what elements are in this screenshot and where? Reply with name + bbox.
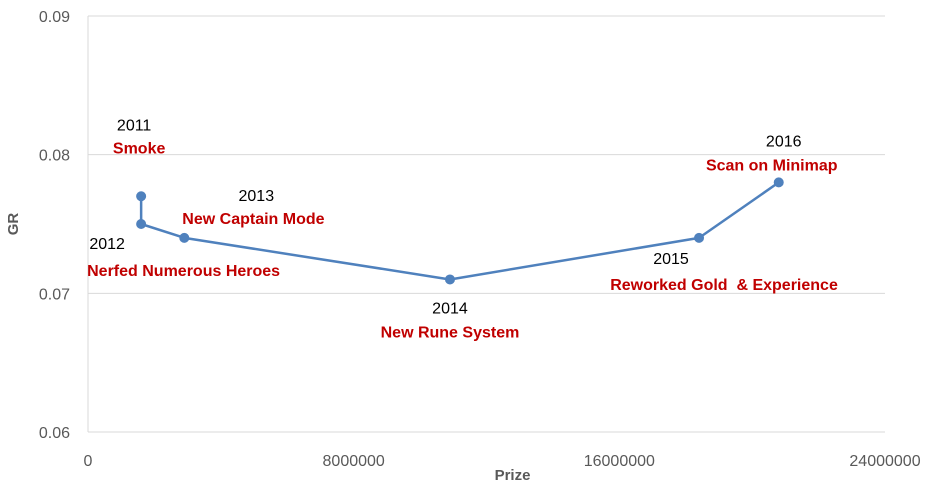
tick-labels: 0.06 0.07 0.08 0.09 0 8000000 16000000 24000000 xyxy=(39,9,921,470)
annotation-event: New Captain Mode xyxy=(182,211,324,228)
y-axis-title: GR xyxy=(5,213,22,236)
data-point xyxy=(773,177,784,188)
annotation-event: New Rune System xyxy=(381,324,520,341)
y-tick-label: 0.08 xyxy=(39,148,70,165)
gridlines xyxy=(88,15,885,433)
annotation-year: 2013 xyxy=(239,188,275,205)
data-point xyxy=(694,232,705,243)
annotation-year: 2012 xyxy=(89,236,125,253)
data-point xyxy=(444,274,455,285)
x-tick-label: 24000000 xyxy=(849,453,920,470)
data-point xyxy=(136,219,147,229)
x-tick-label: 8000000 xyxy=(323,453,385,470)
x-tick-label: 16000000 xyxy=(584,453,655,470)
annotation-year: 2015 xyxy=(653,251,689,268)
annotations: 2011 Smoke 2012 Nerfed Numerous Heroes 2013 N… xyxy=(87,117,838,341)
annotation-event: Smoke xyxy=(113,140,166,157)
annotation-year: 2014 xyxy=(432,300,468,317)
annotation-event: Scan on Minimap xyxy=(706,157,838,174)
x-tick-label: 0 xyxy=(84,453,93,470)
annotation-event: Nerfed Numerous Heroes xyxy=(87,263,280,280)
data-points xyxy=(136,177,784,285)
x-axis-title: Prize xyxy=(495,467,531,484)
y-tick-label: 0.09 xyxy=(39,9,70,26)
y-tick-label: 0.07 xyxy=(39,286,70,303)
annotation-year: 2016 xyxy=(766,133,802,150)
annotation-year: 2011 xyxy=(117,117,152,134)
annotation-event: Reworked Gold & Experience xyxy=(610,277,838,294)
data-point xyxy=(136,191,147,202)
data-point xyxy=(179,232,190,243)
y-tick-label: 0.06 xyxy=(39,425,70,442)
